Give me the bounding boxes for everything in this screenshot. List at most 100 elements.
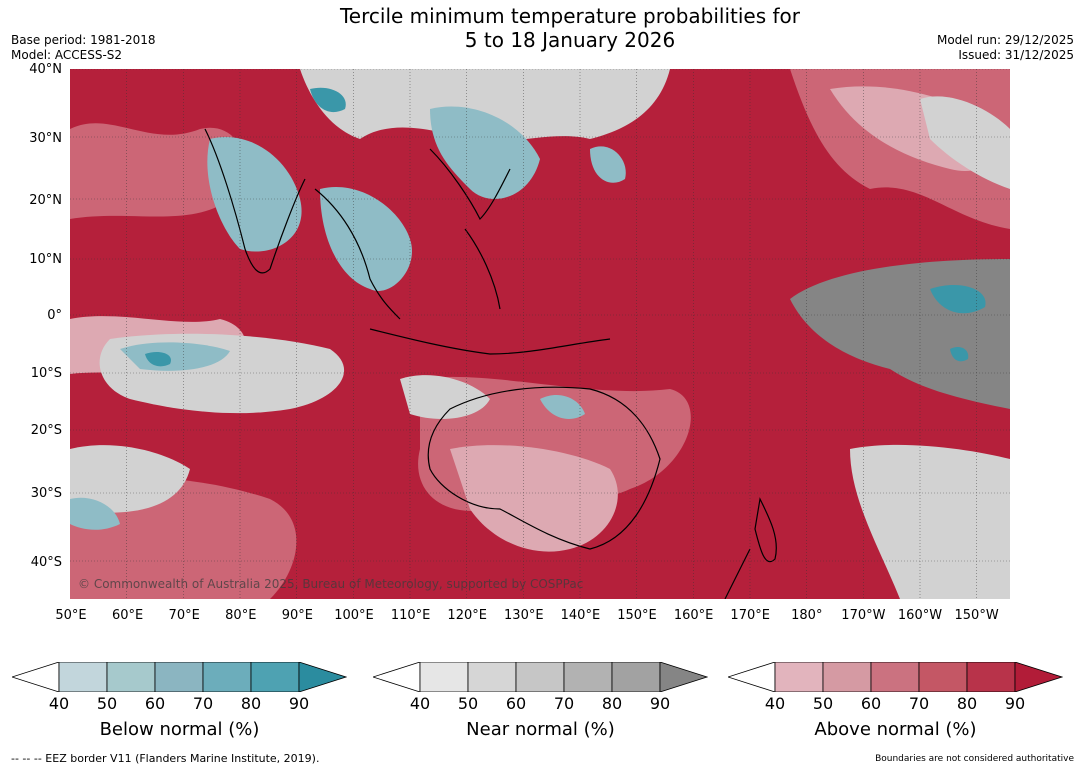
coastlines — [204, 128, 777, 599]
latitude-label: 20°S — [30, 423, 62, 438]
near-normal-colorbar: 40 50 60 70 80 90 Near normal (%) — [371, 661, 709, 740]
copyright-text: © Commonwealth of Australia 2025, Bureau… — [78, 577, 584, 591]
longitude-label: 100°E — [334, 608, 374, 623]
longitude-label: 130°E — [504, 608, 544, 623]
base-period-text: Base period: 1981-2018 — [11, 33, 156, 47]
above-normal-colorbar-swatches — [726, 661, 1064, 693]
longitude-label: 80°E — [225, 608, 257, 623]
longitude-label: 150°W — [954, 608, 999, 623]
colorbar-tick-label: 60 — [505, 694, 527, 713]
below-normal-colorbar-swatches — [10, 661, 348, 693]
indochina-coast — [314, 188, 401, 320]
longitude-label: 170°E — [730, 608, 770, 623]
new-zealand-north — [754, 497, 777, 563]
colorbar-tick-label: 40 — [764, 694, 786, 713]
colorbar-tick-label: 50 — [812, 694, 834, 713]
longitude-label: 150°E — [617, 608, 657, 623]
below-normal-label: Below normal (%) — [99, 719, 260, 740]
colorbar-max-extend — [1014, 661, 1064, 693]
above-normal-ticks: 40 50 60 70 80 90 — [728, 694, 1063, 716]
colorbar-swatch — [966, 661, 1016, 693]
latitude-label: 40°S — [30, 555, 62, 570]
colorbar-tick-label: 80 — [240, 694, 262, 713]
longitude-label: 170°W — [841, 608, 886, 623]
colorbar-swatch — [611, 661, 661, 693]
longitude-label: 160°W — [897, 608, 943, 623]
colorbar-swatch — [419, 661, 469, 693]
longitude-label: 60°E — [111, 608, 144, 623]
boundaries-disclaimer: Boundaries are not considered authoritat… — [875, 754, 1074, 764]
longitude-label: 120°E — [447, 608, 487, 623]
colorbar-swatch — [870, 661, 920, 693]
longitude-label: 180° — [791, 608, 823, 623]
colorbar-min-extend — [726, 661, 776, 693]
colorbar-tick-label: 90 — [288, 694, 310, 713]
near-normal-label: Near normal (%) — [466, 719, 615, 740]
colorbar-swatch — [515, 661, 565, 693]
below-normal-ticks: 40 50 60 70 80 90 — [12, 694, 347, 716]
india-coast — [204, 128, 306, 274]
colorbar-tick-label: 50 — [96, 694, 118, 713]
longitude-label: 160°E — [673, 608, 714, 623]
longitude-label: 70°E — [168, 608, 200, 623]
colorbar-min-extend — [371, 661, 421, 693]
below-normal-strong-areas — [145, 87, 986, 367]
model-run-text: Model run: 29/12/2025 — [936, 33, 1074, 47]
header-right-meta: Model run: 29/12/2025 Issued: 31/12/2025 — [937, 33, 1074, 63]
colorbar-tick-label: 70 — [553, 694, 575, 713]
colorbar-swatch — [154, 661, 204, 693]
colorbar-swatch — [58, 661, 108, 693]
colorbar-tick-label: 40 — [409, 694, 431, 713]
latitude-label: 20°N — [29, 193, 62, 208]
above-normal-colorbar: 40 50 60 70 80 90 Above normal (%) — [726, 661, 1064, 740]
colorbar-swatch — [822, 661, 872, 693]
longitude-label: 50°E — [55, 608, 87, 623]
philippines — [464, 228, 501, 310]
colorbar-max-extend — [298, 661, 348, 693]
map-title: Tercile minimum temperature probabilitie… — [0, 4, 1085, 52]
near-normal-ticks: 40 50 60 70 80 90 — [373, 694, 708, 716]
title-line-2: 5 to 18 January 2026 — [464, 28, 676, 52]
colorbar-tick-label: 60 — [144, 694, 166, 713]
colorbar-tick-label: 80 — [601, 694, 623, 713]
colorbar-swatch — [563, 661, 613, 693]
above-normal-label: Above normal (%) — [814, 719, 977, 740]
header-left-meta: Base period: 1981-2018 Model: ACCESS-S2 — [11, 33, 156, 63]
longitude-label: 110°E — [390, 608, 431, 623]
graticule — [70, 69, 1010, 599]
china-coast — [429, 148, 511, 221]
model-text: Model: ACCESS-S2 — [11, 48, 123, 62]
colorbar-tick-label: 90 — [1004, 694, 1026, 713]
colorbar-swatch — [106, 661, 156, 693]
latitude-label: 0° — [47, 308, 62, 323]
longitude-label: 90°E — [281, 608, 314, 623]
colorbar-tick-label: 50 — [457, 694, 479, 713]
below-normal-colorbar: 40 50 60 70 80 90 Below normal (%) — [10, 661, 348, 740]
latitude-label: 30°S — [30, 486, 62, 501]
colorbar-tick-label: 90 — [649, 694, 671, 713]
below-normal-areas — [70, 106, 626, 530]
colorbar-swatch — [918, 661, 968, 693]
colorbar-max-extend — [659, 661, 709, 693]
new-zealand-south — [724, 548, 751, 599]
indonesia-chain — [369, 328, 611, 355]
colorbar-min-extend — [10, 661, 60, 693]
issued-text: Issued: 31/12/2025 — [958, 48, 1074, 62]
latitude-label: 10°S — [30, 366, 62, 381]
colorbar-swatch — [202, 661, 252, 693]
colorbar-swatch — [250, 661, 300, 693]
near-normal-colorbar-swatches — [371, 661, 709, 693]
probability-map: © Commonwealth of Australia 2025, Bureau… — [70, 69, 1010, 599]
colorbar-swatch — [467, 661, 517, 693]
colorbar-tick-label: 60 — [860, 694, 882, 713]
latitude-label: 10°N — [29, 252, 62, 267]
latitude-label: 40°N — [29, 62, 62, 77]
map-canvas — [70, 69, 1010, 599]
colorbar-tick-label: 70 — [908, 694, 930, 713]
colorbar-tick-label: 80 — [956, 694, 978, 713]
latitude-label: 30°N — [29, 131, 62, 146]
colorbar-swatch — [774, 661, 824, 693]
australia-coast — [427, 386, 661, 550]
eez-border-note: -- -- -- EEZ border V11 (Flanders Marine… — [11, 752, 320, 765]
colorbar-tick-label: 70 — [192, 694, 214, 713]
